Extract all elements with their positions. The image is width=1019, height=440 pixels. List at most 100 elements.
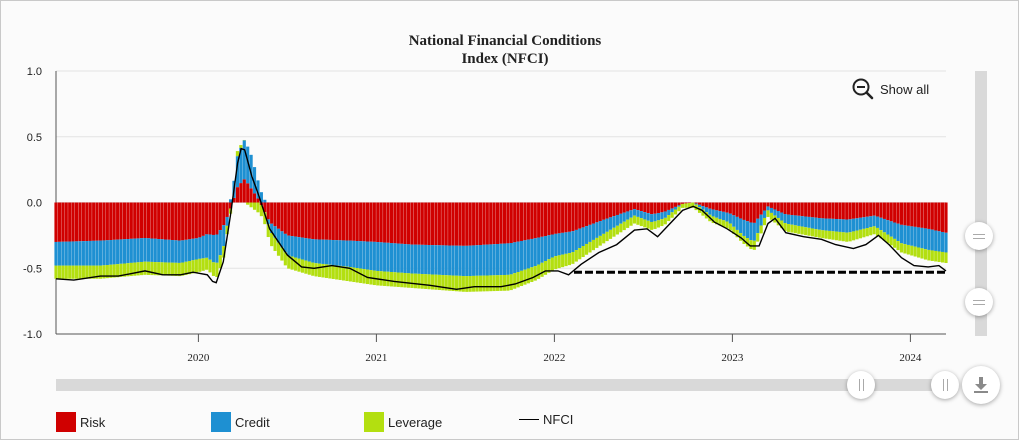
credit-bar [800, 216, 804, 227]
risk-bar [886, 202, 890, 221]
credit-bar [448, 245, 452, 276]
risk-bar [201, 202, 205, 236]
legend-item-leverage[interactable]: Leverage [364, 412, 442, 432]
risk-bar [393, 202, 397, 244]
credit-bar [57, 241, 61, 266]
credit-bar [694, 203, 698, 205]
risk-bar [372, 202, 376, 242]
download-button[interactable] [962, 366, 1000, 404]
risk-bar [756, 202, 760, 219]
legend-item-risk[interactable]: Risk [56, 412, 105, 432]
credit-bar [211, 234, 216, 263]
credit-bar [879, 217, 883, 231]
risk-bar [920, 202, 924, 228]
risk-bar [653, 202, 657, 214]
risk-bar [646, 202, 650, 214]
risk-bar [112, 202, 116, 240]
leverage-bar [283, 252, 287, 266]
risk-bar [359, 202, 363, 242]
credit-bar [140, 238, 144, 262]
leverage-bar [92, 265, 96, 279]
credit-bar [252, 167, 257, 194]
credit-bar [910, 226, 914, 246]
credit-bar [841, 219, 845, 233]
risk-bar [328, 202, 332, 240]
leverage-bar [807, 227, 811, 236]
vertical-scrollbar-track[interactable] [975, 71, 987, 336]
credit-bar [903, 225, 907, 245]
credit-bar [749, 222, 753, 241]
risk-bar [434, 202, 438, 246]
leverage-bar [910, 245, 914, 256]
risk-bar [376, 202, 380, 243]
y-tick-label: -1.0 [23, 329, 42, 341]
x-tick-label: 2021 [365, 352, 387, 364]
legend-item-credit[interactable]: Credit [211, 412, 270, 432]
credit-bar [441, 245, 445, 276]
credit-bar [413, 244, 417, 274]
risk-bar [513, 202, 517, 243]
horizontal-scroll-handle-left[interactable] [847, 371, 875, 399]
risk-bar [331, 202, 335, 241]
leverage-bar [146, 261, 150, 275]
credit-bar [157, 239, 161, 263]
horizontal-scrollbar-track[interactable] [56, 379, 946, 391]
credit-bar [266, 219, 270, 225]
vertical-scroll-handle-top[interactable] [965, 222, 993, 250]
credit-bar [198, 237, 202, 259]
credit-bar [92, 240, 96, 266]
risk-bar [307, 202, 311, 239]
leverage-bar [338, 265, 342, 280]
vertical-scroll-handle-bottom[interactable] [965, 288, 993, 316]
risk-bar [725, 202, 729, 213]
leverage-bar [355, 268, 359, 283]
credit-bar [893, 222, 897, 239]
risk-bar [739, 202, 743, 219]
x-tick-label: 2024 [899, 352, 922, 364]
grip-icon [858, 379, 864, 391]
risk-bar [116, 202, 120, 240]
leverage-bar [780, 220, 784, 229]
risk-bar [872, 202, 876, 216]
leverage-bar [167, 262, 171, 276]
leverage-bar [598, 235, 602, 246]
credit-bar [598, 221, 602, 236]
leverage-bar [451, 275, 455, 292]
risk-bar [146, 202, 150, 239]
leverage-bar [61, 265, 65, 279]
risk-bar [824, 202, 828, 219]
risk-bar [105, 202, 109, 241]
credit-bar [331, 240, 335, 266]
leverage-bar [735, 229, 739, 238]
credit-bar [400, 243, 404, 273]
risk-bar [386, 202, 390, 243]
show-all-button[interactable]: Show all [852, 78, 929, 100]
risk-bar [790, 202, 794, 216]
leverage-bar [636, 216, 640, 225]
risk-bar [917, 202, 921, 228]
risk-bar [208, 202, 212, 235]
credit-bar [537, 237, 541, 265]
credit-bar [742, 219, 746, 236]
leverage-bar [85, 265, 89, 279]
horizontal-scroll-handle-right[interactable] [931, 371, 959, 399]
risk-bar [506, 202, 510, 244]
risk-bar [95, 202, 99, 241]
credit-bar [804, 216, 808, 228]
leverage-bar [578, 248, 582, 260]
credit-bar [564, 232, 568, 254]
risk-bar [225, 202, 229, 217]
risk-bar [882, 202, 886, 219]
leverage-bar [468, 275, 472, 292]
risk-bar [461, 202, 465, 246]
risk-bar [800, 202, 804, 217]
legend-item-nfci[interactable]: NFCI [519, 412, 573, 427]
credit-bar [889, 221, 893, 237]
grip-icon [973, 233, 985, 239]
risk-bar [407, 202, 411, 245]
leverage-bar [896, 241, 900, 251]
leverage-bar [393, 272, 397, 287]
credit-bar [872, 215, 876, 227]
credit-bar [468, 245, 472, 276]
risk-bar [222, 202, 226, 226]
